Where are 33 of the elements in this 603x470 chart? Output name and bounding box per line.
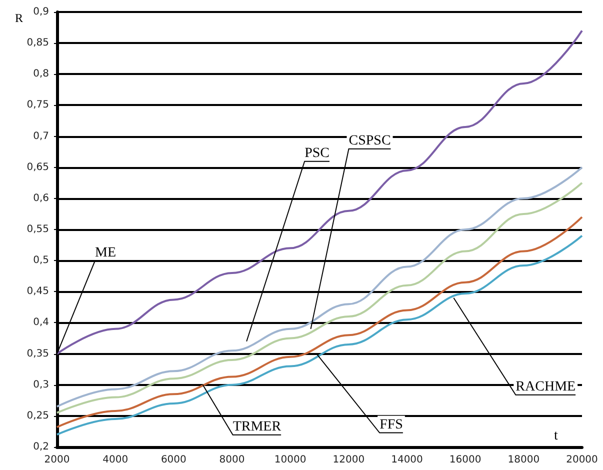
annotation: TRMER xyxy=(232,419,282,434)
annotation: RACHME xyxy=(516,379,576,394)
x-tick-label: 20000 xyxy=(566,454,598,466)
x-tick-label: 14000 xyxy=(391,454,423,466)
y-tick-label: 0,75 xyxy=(26,100,49,111)
x-tick-label: 4000 xyxy=(102,454,128,466)
y-tick-label: 0,9 xyxy=(33,6,49,18)
x-tick-label: 18000 xyxy=(508,454,540,466)
y-tick-label: 0,7 xyxy=(33,130,49,142)
y-tick-label: 0,45 xyxy=(26,286,49,298)
annotation: ME xyxy=(95,245,116,260)
y-tick-label: 0,3 xyxy=(33,379,49,390)
x-axis-title: t xyxy=(554,428,558,444)
x-tick-label: 12000 xyxy=(332,454,365,466)
x-tick-label: 6000 xyxy=(160,454,186,466)
x-tick-label: 16000 xyxy=(449,454,482,466)
y-tick-label: 0,4 xyxy=(33,317,49,328)
annotation: PSC xyxy=(304,146,330,161)
x-tick-label: 10000 xyxy=(274,454,306,466)
y-tick-label: 0,65 xyxy=(26,162,49,173)
annotation: CSPSC xyxy=(348,133,391,148)
x-tick-label: 8000 xyxy=(219,454,245,466)
y-axis-title: R xyxy=(14,11,23,25)
y-tick-label: 0,6 xyxy=(33,192,49,204)
y-tick-label: 0,55 xyxy=(26,224,49,235)
y-tick-label: 0,35 xyxy=(26,348,49,360)
y-tick-label: 0,8 xyxy=(33,68,49,80)
x-tick-label: 2000 xyxy=(44,454,70,466)
y-tick-label: 0,85 xyxy=(26,38,49,49)
y-tick-label: 0,25 xyxy=(26,410,49,422)
y-tick-label: 0,2 xyxy=(33,442,49,452)
annotation: FFS xyxy=(380,417,403,432)
y-tick-label: 0,5 xyxy=(33,255,49,266)
